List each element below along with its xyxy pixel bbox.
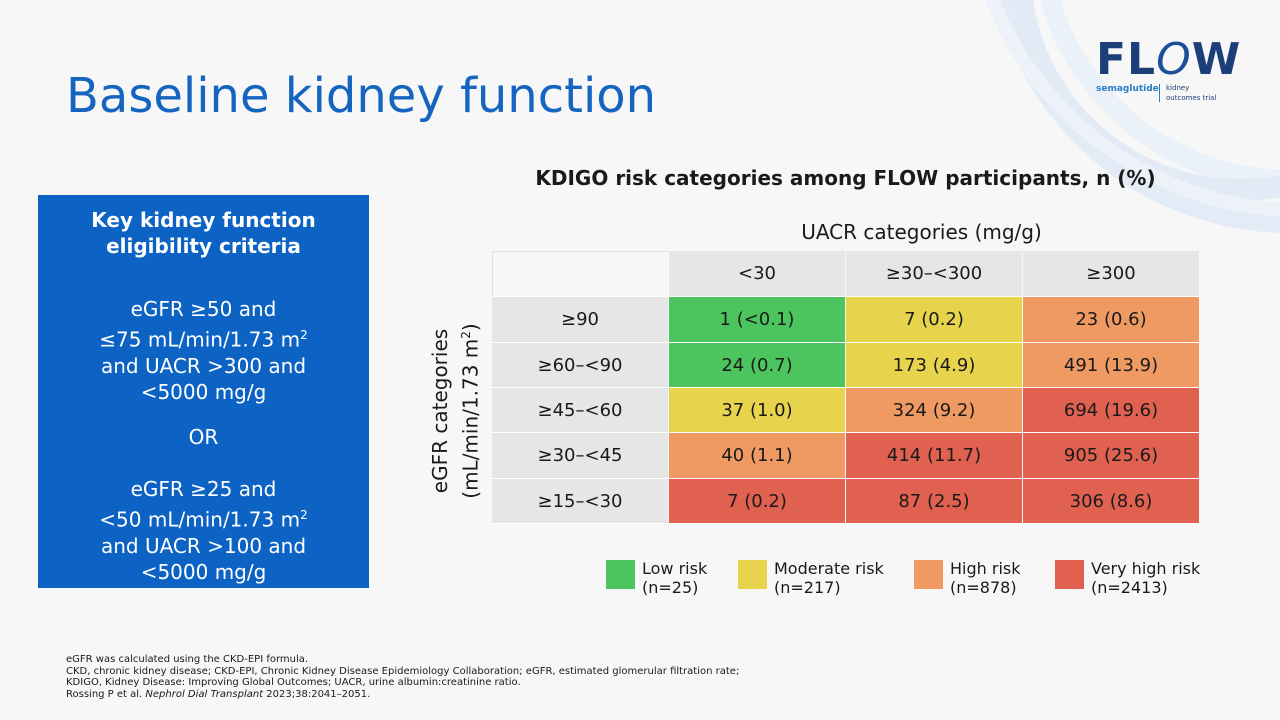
footnote-abbreviations-2: KDIGO, Kidney Disease: Improving Global …: [66, 677, 521, 688]
footnote-reference: Rossing P et al. Nephrol Dial Transplant…: [66, 688, 371, 700]
footnotes: eGFR was calculated using the CKD-EPI fo…: [66, 654, 739, 700]
legend-item-high-risk: High risk (n=878): [914, 559, 1020, 597]
criteria-title: Key kidney function eligibility criteria: [91, 208, 316, 258]
legend-item-moderate-risk: Moderate risk (n=217): [738, 559, 884, 597]
column-header-uacr-lt30: <30: [669, 251, 845, 297]
table-cell: 37 (1.0): [669, 388, 845, 433]
legend-count: (n=2413): [1091, 578, 1168, 597]
table-cell: 24 (0.7): [669, 343, 845, 388]
row-header-egfr-30-45: ≥30–<45: [492, 433, 668, 479]
table-cell: 694 (19.6): [1023, 388, 1199, 433]
table-cell: 414 (11.7): [846, 433, 1022, 479]
logo-subtitle: kidney outcomes trial: [1166, 84, 1217, 102]
table-cell: 491 (13.9): [1023, 343, 1199, 388]
legend-swatch-yellow: [738, 560, 767, 589]
row-header-egfr-ge90: ≥90: [492, 297, 668, 343]
legend-swatch-red: [1055, 560, 1084, 589]
egfr-axis-label: eGFR categories (mL/min/1.73 m2): [428, 323, 483, 499]
table-cell: 40 (1.1): [669, 433, 845, 479]
kdigo-risk-table: <30 ≥30–<300 ≥300 ≥90 1 (<0.1) 7 (0.2) 2…: [492, 251, 1199, 524]
legend-swatch-orange: [914, 560, 943, 589]
criteria-option-1: eGFR ≥50 and ≤75 mL/min/1.73 m2 and UACR…: [99, 297, 308, 404]
table-cell: 1 (<0.1): [669, 297, 845, 343]
criteria-separator: OR: [188, 425, 219, 449]
table-cell: 905 (25.6): [1023, 433, 1199, 479]
legend-swatch-green: [606, 560, 635, 589]
legend-label: Low risk: [642, 559, 708, 578]
logo-drug-name: semaglutide: [1096, 84, 1159, 94]
row-header-egfr-45-60: ≥45–<60: [492, 388, 668, 433]
eligibility-criteria-box: Key kidney function eligibility criteria…: [38, 195, 369, 588]
legend-label: High risk: [950, 559, 1021, 578]
table-cell: 324 (9.2): [846, 388, 1022, 433]
legend-count: (n=217): [774, 578, 841, 597]
slide-title: Baseline kidney function: [66, 68, 657, 124]
legend-label: Very high risk: [1091, 559, 1201, 578]
flow-logo: FLOW semaglutide kidney outcomes trial: [1096, 38, 1246, 108]
table-cell: 7 (0.2): [846, 297, 1022, 343]
table-cell: 7 (0.2): [669, 479, 845, 524]
legend-label: Moderate risk: [774, 559, 884, 578]
table-cell: 87 (2.5): [846, 479, 1022, 524]
legend-item-very-high-risk: Very high risk (n=2413): [1055, 559, 1200, 597]
table-corner-cell: [492, 251, 668, 297]
legend-item-low-risk: Low risk (n=25): [606, 559, 707, 597]
table-cell: 306 (8.6): [1023, 479, 1199, 524]
column-header-uacr-30-300: ≥30–<300: [846, 251, 1022, 297]
table-title: KDIGO risk categories among FLOW partici…: [535, 166, 1156, 190]
row-header-egfr-60-90: ≥60–<90: [492, 343, 668, 388]
footnote-abbreviations-1: CKD, chronic kidney disease; CKD-EPI, Ch…: [66, 665, 740, 677]
footnote-formula: eGFR was calculated using the CKD-EPI fo…: [66, 654, 309, 665]
column-header-uacr-ge300: ≥300: [1023, 251, 1199, 297]
logo-wordmark: FLOW: [1096, 34, 1242, 85]
uacr-axis-label: UACR categories (mg/g): [801, 220, 1042, 244]
row-header-egfr-15-30: ≥15–<30: [492, 479, 668, 524]
table-cell: 23 (0.6): [1023, 297, 1199, 343]
logo-divider: [1159, 84, 1160, 102]
legend-count: (n=878): [950, 578, 1017, 597]
legend-count: (n=25): [642, 578, 699, 597]
table-cell: 173 (4.9): [846, 343, 1022, 388]
criteria-option-2: eGFR ≥25 and <50 mL/min/1.73 m2 and UACR…: [99, 477, 308, 584]
